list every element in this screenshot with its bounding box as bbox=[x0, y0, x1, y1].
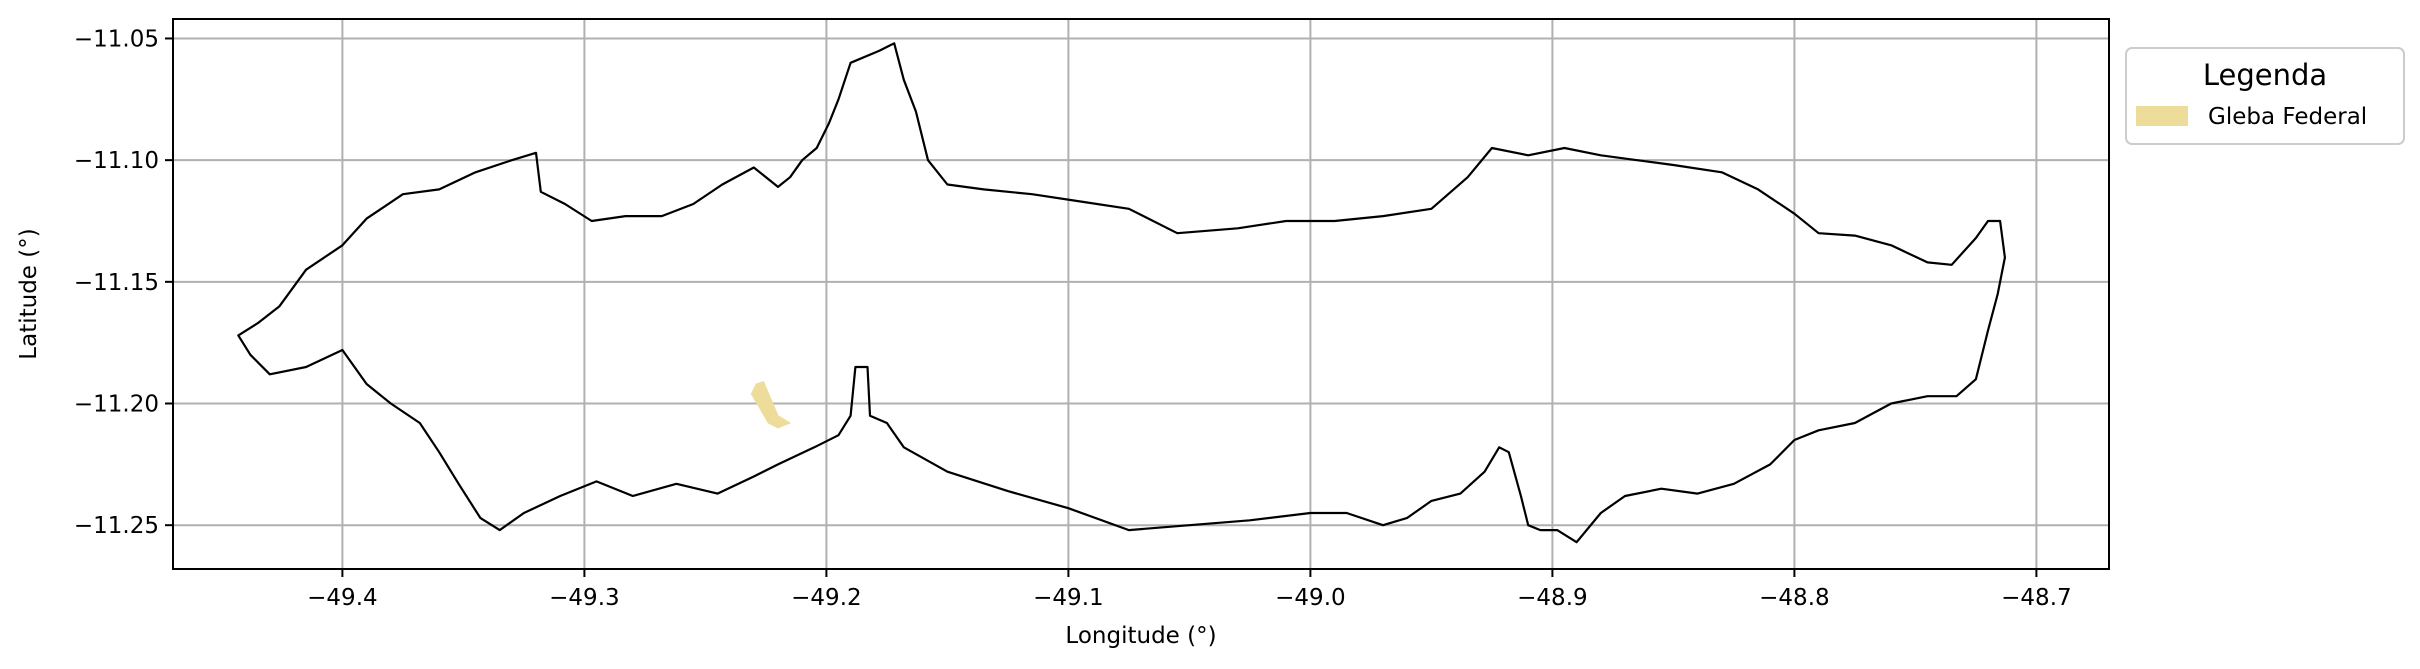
x-tick-label: −49.2 bbox=[791, 585, 861, 611]
boundary-outline bbox=[237, 42, 2006, 544]
legend: Legenda Gleba Federal bbox=[2125, 47, 2405, 145]
plot-frame bbox=[172, 18, 2110, 570]
y-tick-label: −11.05 bbox=[74, 26, 159, 52]
x-tick-label: −48.7 bbox=[2001, 585, 2071, 611]
x-tick-label: −49.1 bbox=[1033, 585, 1103, 611]
map-shapes bbox=[237, 42, 2006, 544]
legend-label-gleba-federal: Gleba Federal bbox=[2208, 104, 2367, 130]
legend-swatch-gleba-federal bbox=[2136, 106, 2188, 126]
x-tick-label: −49.3 bbox=[549, 585, 619, 611]
y-tick-label: −11.10 bbox=[74, 148, 159, 174]
x-tick-label: −48.9 bbox=[1517, 585, 1587, 611]
y-tick-label: −11.20 bbox=[74, 392, 159, 418]
x-tick-label: −48.8 bbox=[1759, 585, 1829, 611]
gleba-federal-polygon bbox=[750, 380, 792, 429]
y-axis-label: Latitude (°) bbox=[16, 228, 42, 359]
x-tick-label: −49.4 bbox=[307, 585, 377, 611]
y-tick-label: −11.25 bbox=[74, 513, 159, 539]
legend-title: Legenda bbox=[2203, 58, 2327, 92]
legend-box bbox=[2125, 47, 2405, 145]
grid-lines bbox=[173, 19, 2109, 569]
y-tick-label: −11.15 bbox=[74, 270, 159, 296]
x-axis-label: Longitude (°) bbox=[1065, 623, 1216, 649]
axis-ticks: −49.4 −49.3 −49.2 −49.1 −49.0 −48.9 −48.8 −48.7… bbox=[74, 26, 2072, 611]
x-tick-label: −49.0 bbox=[1275, 585, 1345, 611]
